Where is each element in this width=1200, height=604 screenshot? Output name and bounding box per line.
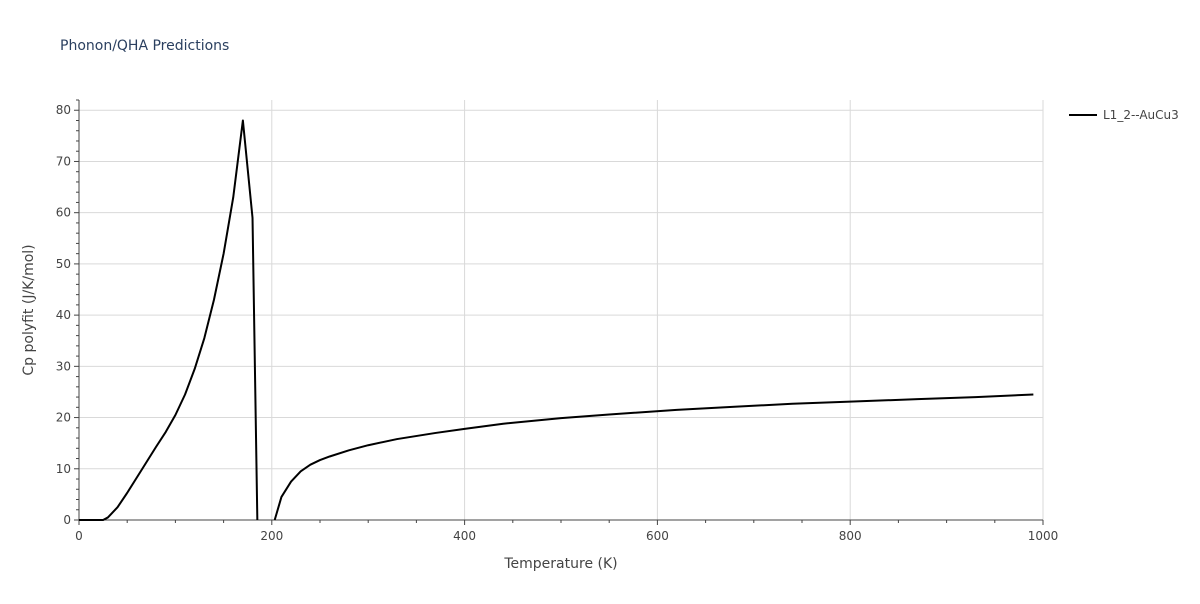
grid-layer: [79, 100, 1044, 520]
x-tick-label: 1000: [1028, 529, 1059, 543]
y-tick-label: 50: [56, 257, 71, 271]
y-tick-label: 30: [56, 359, 71, 373]
y-tick-label: 70: [56, 154, 71, 168]
series-line: [79, 119, 1034, 521]
tick-layer: 0 200 400 600 800 1000 0 10 20 30 40 50 60 70 80: [56, 99, 1059, 543]
y-tick-label: 0: [63, 513, 71, 527]
series-layer: [79, 119, 1034, 521]
axis-layer: [78, 100, 1043, 521]
y-tick-label: 60: [56, 206, 71, 220]
x-tick-label: 600: [646, 529, 669, 543]
y-tick-label: 10: [56, 462, 71, 476]
x-tick-label: 0: [75, 529, 83, 543]
x-axis-title: Temperature (K): [503, 556, 617, 572]
x-tick-label: 800: [839, 529, 862, 543]
legend-label: L1_2--AuCu3: [1103, 108, 1179, 122]
y-tick-label: 40: [56, 308, 71, 322]
x-tick-label: 400: [453, 529, 476, 543]
y-tick-label: 80: [56, 103, 71, 117]
chart-title: Phonon/QHA Predictions: [60, 38, 229, 54]
legend[interactable]: L1_2--AuCu3: [1069, 108, 1179, 122]
y-axis-title: Cp polyfit (J/K/mol): [21, 244, 37, 375]
x-tick-label: 200: [260, 529, 283, 543]
y-tick-label: 20: [56, 411, 71, 425]
